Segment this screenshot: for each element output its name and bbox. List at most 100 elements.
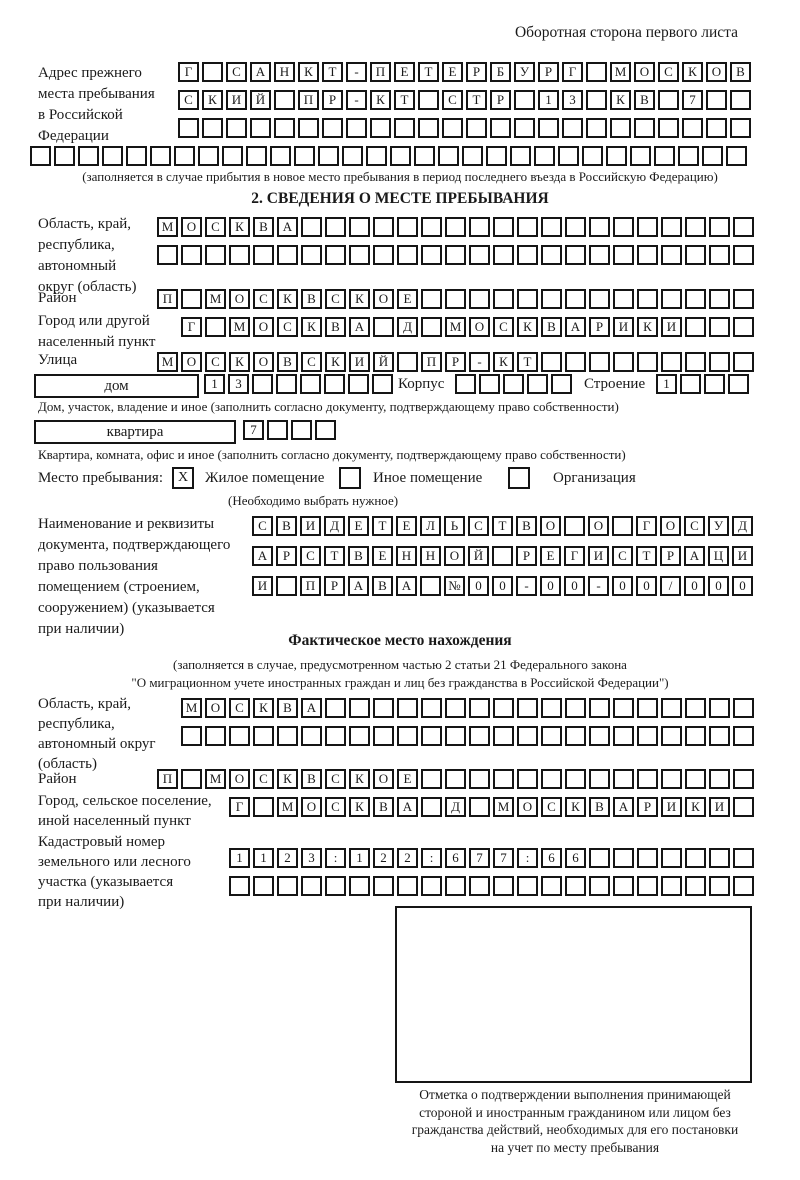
char-cell[interactable] — [517, 876, 538, 896]
char-cell[interactable] — [538, 118, 559, 138]
char-cell[interactable] — [565, 876, 586, 896]
char-cell[interactable]: Н — [396, 546, 417, 566]
char-cell[interactable] — [469, 289, 490, 309]
char-cell[interactable] — [346, 118, 367, 138]
char-cell[interactable]: О — [540, 516, 561, 536]
char-cell[interactable] — [276, 576, 297, 596]
char-cell[interactable] — [421, 217, 442, 237]
char-cell[interactable]: Д — [397, 317, 418, 337]
char-cell[interactable] — [551, 374, 572, 394]
char-cell[interactable] — [706, 118, 727, 138]
char-cell[interactable]: : — [421, 848, 442, 868]
char-cell[interactable]: М — [181, 698, 202, 718]
char-cell[interactable]: № — [444, 576, 465, 596]
char-cell[interactable]: 7 — [469, 848, 490, 868]
char-cell[interactable] — [503, 374, 524, 394]
char-cell[interactable] — [685, 726, 706, 746]
char-cell[interactable]: К — [370, 90, 391, 110]
char-cell[interactable]: М — [205, 769, 226, 789]
char-cell[interactable]: И — [661, 797, 682, 817]
char-cell[interactable] — [102, 146, 123, 166]
char-cell[interactable] — [322, 118, 343, 138]
char-cell[interactable] — [517, 726, 538, 746]
char-cell[interactable]: В — [589, 797, 610, 817]
char-cell[interactable] — [198, 146, 219, 166]
char-cell[interactable] — [469, 698, 490, 718]
char-cell[interactable]: 0 — [540, 576, 561, 596]
char-cell[interactable]: Е — [394, 62, 415, 82]
char-cell[interactable] — [589, 876, 610, 896]
char-cell[interactable] — [517, 289, 538, 309]
char-cell[interactable]: О — [660, 516, 681, 536]
char-cell[interactable]: Т — [517, 352, 538, 372]
char-cell[interactable] — [390, 146, 411, 166]
char-cell[interactable] — [445, 726, 466, 746]
char-cell[interactable]: 0 — [468, 576, 489, 596]
char-cell[interactable]: 6 — [541, 848, 562, 868]
char-cell[interactable] — [709, 876, 730, 896]
char-cell[interactable]: П — [157, 289, 178, 309]
organization-checkbox[interactable] — [508, 467, 530, 489]
char-cell[interactable]: О — [181, 352, 202, 372]
char-cell[interactable] — [586, 118, 607, 138]
char-cell[interactable] — [394, 118, 415, 138]
char-cell[interactable] — [733, 352, 754, 372]
char-cell[interactable] — [349, 698, 370, 718]
char-cell[interactable]: Г — [178, 62, 199, 82]
char-cell[interactable] — [534, 146, 555, 166]
char-cell[interactable]: А — [250, 62, 271, 82]
char-cell[interactable] — [455, 374, 476, 394]
char-cell[interactable]: Г — [181, 317, 202, 337]
char-cell[interactable]: М — [445, 317, 466, 337]
char-cell[interactable] — [613, 876, 634, 896]
char-cell[interactable] — [685, 876, 706, 896]
char-cell[interactable]: К — [610, 90, 631, 110]
char-cell[interactable]: И — [300, 516, 321, 536]
char-cell[interactable] — [730, 118, 751, 138]
char-cell[interactable] — [685, 352, 706, 372]
char-cell[interactable] — [291, 420, 312, 440]
char-cell[interactable] — [541, 289, 562, 309]
char-cell[interactable] — [610, 118, 631, 138]
char-cell[interactable] — [637, 848, 658, 868]
char-cell[interactable] — [277, 726, 298, 746]
char-cell[interactable] — [274, 90, 295, 110]
char-cell[interactable] — [229, 245, 250, 265]
char-cell[interactable]: Ц — [708, 546, 729, 566]
char-cell[interactable]: Р — [276, 546, 297, 566]
char-cell[interactable]: С — [253, 289, 274, 309]
char-cell[interactable]: - — [516, 576, 537, 596]
char-cell[interactable] — [637, 245, 658, 265]
char-cell[interactable] — [469, 245, 490, 265]
char-cell[interactable] — [661, 352, 682, 372]
char-cell[interactable]: Р — [538, 62, 559, 82]
char-cell[interactable]: В — [301, 289, 322, 309]
char-cell[interactable]: П — [157, 769, 178, 789]
char-cell[interactable] — [730, 90, 751, 110]
char-cell[interactable]: А — [349, 317, 370, 337]
char-cell[interactable]: М — [205, 289, 226, 309]
char-cell[interactable] — [301, 876, 322, 896]
char-cell[interactable]: О — [373, 769, 394, 789]
char-cell[interactable] — [541, 726, 562, 746]
char-cell[interactable] — [421, 289, 442, 309]
char-cell[interactable] — [514, 118, 535, 138]
char-cell[interactable] — [421, 797, 442, 817]
char-cell[interactable] — [702, 146, 723, 166]
char-cell[interactable]: П — [421, 352, 442, 372]
char-cell[interactable]: С — [658, 62, 679, 82]
char-cell[interactable] — [30, 146, 51, 166]
residential-checkbox[interactable]: X — [172, 467, 194, 489]
char-cell[interactable]: М — [157, 217, 178, 237]
char-cell[interactable] — [613, 217, 634, 237]
char-cell[interactable] — [589, 217, 610, 237]
char-cell[interactable]: 6 — [565, 848, 586, 868]
char-cell[interactable]: : — [517, 848, 538, 868]
char-cell[interactable]: И — [709, 797, 730, 817]
char-cell[interactable] — [709, 317, 730, 337]
char-cell[interactable] — [325, 726, 346, 746]
char-cell[interactable] — [54, 146, 75, 166]
char-cell[interactable] — [586, 62, 607, 82]
char-cell[interactable] — [342, 146, 363, 166]
char-cell[interactable]: О — [373, 289, 394, 309]
